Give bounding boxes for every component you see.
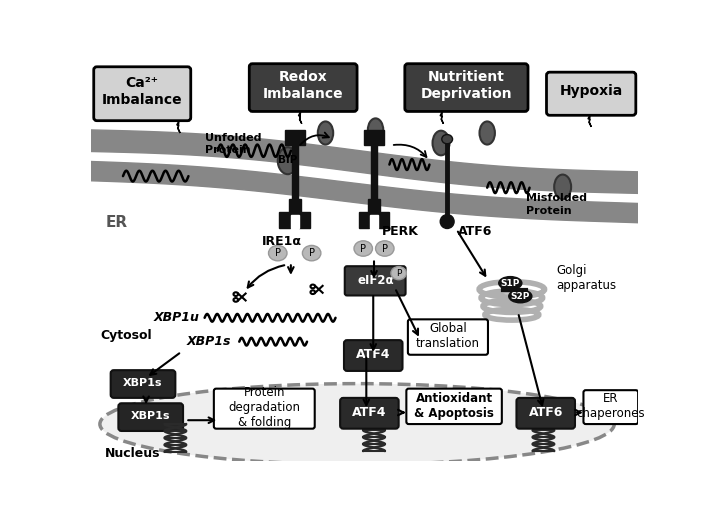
Polygon shape — [284, 130, 305, 146]
Ellipse shape — [302, 246, 321, 261]
Text: BiP: BiP — [278, 155, 297, 165]
Ellipse shape — [479, 121, 495, 145]
Ellipse shape — [278, 147, 298, 174]
Text: Cytosol: Cytosol — [100, 329, 151, 342]
Text: P: P — [382, 243, 387, 253]
Text: Hypoxia: Hypoxia — [560, 84, 623, 98]
FancyBboxPatch shape — [516, 398, 575, 429]
Polygon shape — [279, 212, 290, 228]
Text: Nucleus: Nucleus — [105, 447, 160, 460]
Text: P: P — [274, 248, 281, 258]
Ellipse shape — [368, 119, 383, 141]
FancyBboxPatch shape — [407, 388, 502, 424]
Text: P: P — [309, 248, 315, 258]
Ellipse shape — [100, 384, 614, 465]
Ellipse shape — [318, 121, 333, 145]
Text: Ca²⁺
Imbalance: Ca²⁺ Imbalance — [102, 76, 183, 107]
Text: Misfolded
Protein: Misfolded Protein — [525, 193, 587, 216]
Text: Redox
Imbalance: Redox Imbalance — [263, 69, 343, 101]
Text: S1P: S1P — [501, 279, 520, 287]
Polygon shape — [588, 114, 592, 127]
Polygon shape — [370, 215, 378, 228]
Text: Antioxidant
& Apoptosis: Antioxidant & Apoptosis — [414, 392, 494, 420]
Text: ATF6: ATF6 — [528, 406, 563, 419]
Text: Global
translation: Global translation — [416, 322, 480, 350]
Polygon shape — [289, 199, 301, 216]
Text: S2P: S2P — [510, 292, 530, 301]
Polygon shape — [364, 130, 384, 146]
Ellipse shape — [375, 241, 394, 256]
Polygon shape — [440, 111, 444, 124]
Text: XBP1s: XBP1s — [131, 411, 171, 421]
Polygon shape — [358, 212, 370, 228]
Polygon shape — [299, 111, 301, 124]
Text: XBP1u: XBP1u — [154, 311, 200, 324]
Ellipse shape — [509, 290, 532, 303]
FancyBboxPatch shape — [94, 67, 191, 121]
Text: P: P — [396, 269, 401, 278]
Text: IRE1α: IRE1α — [262, 235, 302, 248]
Ellipse shape — [354, 241, 373, 256]
FancyBboxPatch shape — [408, 319, 488, 355]
FancyBboxPatch shape — [340, 398, 399, 429]
FancyBboxPatch shape — [584, 390, 638, 424]
FancyBboxPatch shape — [405, 64, 528, 111]
Text: Golgi
apparatus: Golgi apparatus — [557, 264, 616, 292]
Ellipse shape — [498, 277, 522, 290]
Text: ATF4: ATF4 — [352, 406, 387, 419]
Text: XBP1s: XBP1s — [187, 335, 231, 348]
Ellipse shape — [440, 214, 454, 228]
Text: XBP1s: XBP1s — [123, 378, 163, 388]
Polygon shape — [90, 130, 638, 193]
FancyBboxPatch shape — [111, 370, 176, 398]
Ellipse shape — [442, 135, 453, 144]
Ellipse shape — [554, 175, 571, 199]
Text: ATF6: ATF6 — [458, 225, 492, 238]
Text: PERK: PERK — [382, 225, 419, 238]
Ellipse shape — [432, 131, 449, 155]
Polygon shape — [379, 212, 390, 228]
FancyBboxPatch shape — [214, 388, 315, 429]
Text: eIF2α: eIF2α — [357, 274, 394, 286]
Text: ER
chaperones: ER chaperones — [576, 392, 645, 420]
Polygon shape — [90, 162, 638, 223]
Text: Nutritient
Deprivation: Nutritient Deprivation — [421, 69, 512, 101]
Text: ATF4: ATF4 — [356, 348, 390, 361]
FancyBboxPatch shape — [547, 72, 636, 116]
Text: ER: ER — [106, 215, 128, 230]
Polygon shape — [368, 199, 380, 216]
Text: Protein
degradation
& folding: Protein degradation & folding — [229, 386, 301, 429]
Text: P: P — [360, 243, 366, 253]
Polygon shape — [292, 146, 298, 199]
Polygon shape — [299, 212, 310, 228]
Polygon shape — [177, 121, 180, 133]
Polygon shape — [371, 146, 377, 199]
Polygon shape — [291, 215, 299, 228]
FancyBboxPatch shape — [344, 340, 402, 371]
FancyBboxPatch shape — [250, 64, 357, 111]
FancyBboxPatch shape — [118, 404, 183, 431]
Ellipse shape — [269, 246, 287, 261]
Ellipse shape — [391, 267, 407, 280]
Text: Unfolded
Protein: Unfolded Protein — [205, 133, 261, 155]
FancyBboxPatch shape — [345, 266, 405, 295]
